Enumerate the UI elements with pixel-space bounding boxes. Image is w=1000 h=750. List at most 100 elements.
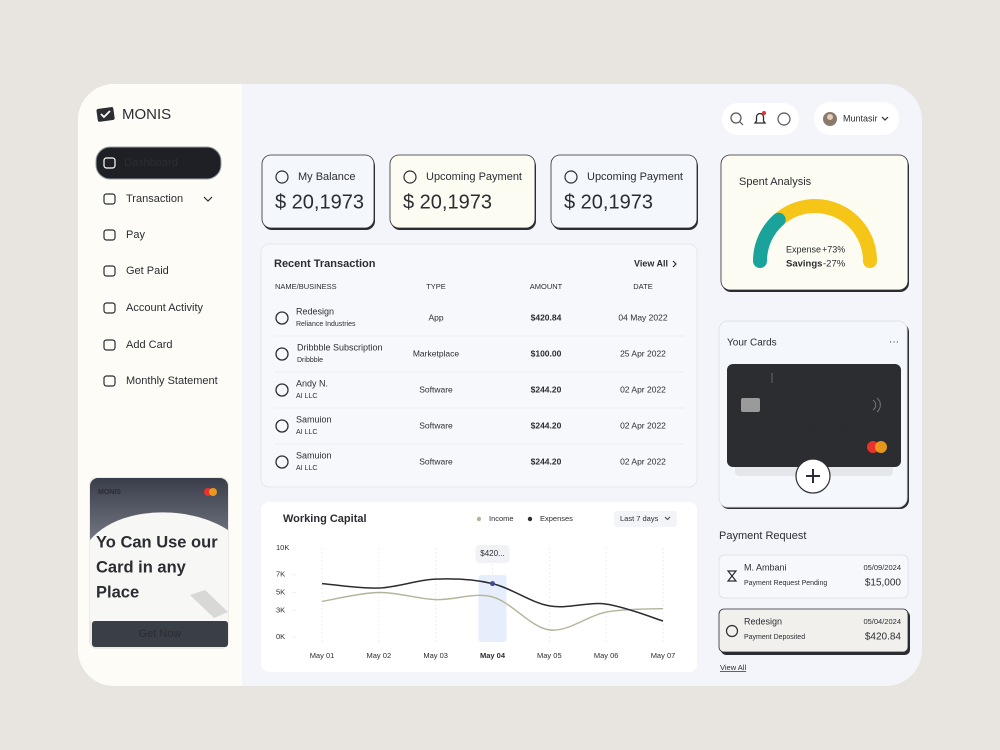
promo-headline: Place xyxy=(96,583,139,601)
payment-item[interactable] xyxy=(718,554,909,599)
row-date: 02 Apr 2022 xyxy=(620,420,666,430)
search-icon[interactable] xyxy=(730,112,742,124)
balance-card xyxy=(261,154,375,229)
x-tick-label: May 02 xyxy=(367,651,392,660)
add-card-plus xyxy=(806,469,820,483)
payment-item[interactable] xyxy=(718,608,909,653)
nav-icon xyxy=(103,265,116,277)
nav-item[interactable]: Add Card xyxy=(126,339,172,351)
balance-label: My Balance xyxy=(298,171,355,183)
nav-item[interactable]: Pay xyxy=(126,229,145,241)
transactions-title: Recent Transaction xyxy=(274,258,376,270)
row-icon xyxy=(275,455,289,469)
nav-icon xyxy=(103,157,116,169)
payment-amount: $15,000 xyxy=(865,578,902,589)
y-tick-label: 7K xyxy=(276,570,285,579)
payments-view-all[interactable]: View All xyxy=(720,663,746,672)
row-name: Dribbble Subscription xyxy=(297,342,383,352)
balance-value: $ 20,1973 xyxy=(275,191,364,213)
user-pill[interactable] xyxy=(814,102,899,135)
range-select[interactable] xyxy=(614,511,677,527)
series-line xyxy=(321,591,664,631)
row-business: Dribbble xyxy=(297,357,323,364)
mc-yellow xyxy=(209,488,217,496)
balance-icon xyxy=(564,170,578,184)
row-amount: $244.20 xyxy=(531,420,562,430)
column-header: AMOUNT xyxy=(530,282,563,291)
icon-pill xyxy=(722,103,799,135)
x-tick-label: May 04 xyxy=(480,651,506,660)
nav-item[interactable]: Dashboard xyxy=(124,157,178,169)
promo-headline: Card in any xyxy=(96,558,187,576)
nav-item[interactable]: Transaction xyxy=(126,193,183,205)
balance-label: Upcoming Payment xyxy=(587,171,683,183)
y-tick-label: 0K xyxy=(276,632,285,641)
chart-title: Working Capital xyxy=(283,513,367,525)
card-bank: BDBL. xyxy=(741,373,765,382)
balance-icon xyxy=(275,170,289,184)
avatar-face xyxy=(827,114,833,120)
row-amount: $244.20 xyxy=(531,384,562,394)
logo-check xyxy=(100,110,111,119)
nav-item[interactable]: Monthly Statement xyxy=(126,375,218,387)
brand-name: MONIS xyxy=(122,106,171,123)
row-type: App xyxy=(428,312,443,322)
balance-card xyxy=(389,154,536,229)
nav-active-bg[interactable] xyxy=(95,146,222,180)
row-amount: $244.20 xyxy=(531,456,562,466)
nav-icon xyxy=(103,302,116,314)
promo-button[interactable] xyxy=(92,621,228,647)
help-icon[interactable] xyxy=(777,112,791,126)
content: MONIS Dashboard Transaction Pay Get Paid Acco… xyxy=(89,102,910,672)
user-name[interactable]: Muntasir xyxy=(843,113,878,123)
balance-value: $ 20,1973 xyxy=(403,191,492,213)
row-date: 02 Apr 2022 xyxy=(620,456,666,466)
promo-button-label[interactable]: Get Now xyxy=(139,628,182,640)
nav-icon xyxy=(103,339,116,351)
legend-dot xyxy=(476,516,482,522)
view-all-chevron xyxy=(672,260,677,268)
card-network: mastercard xyxy=(867,453,887,458)
nav-icon xyxy=(103,229,116,241)
cards-menu: ··· xyxy=(889,337,899,348)
bell-icon[interactable] xyxy=(753,112,767,124)
nav-item[interactable]: Account Activity xyxy=(126,302,204,314)
gauge-savings xyxy=(753,212,786,268)
search-handle xyxy=(739,121,744,126)
balance-icon xyxy=(403,170,417,184)
x-tick-label: May 03 xyxy=(423,651,448,660)
row-icon xyxy=(275,383,289,397)
payment-status: Payment Request Pending xyxy=(744,580,827,587)
payment-amount: $420.84 xyxy=(865,632,902,643)
row-date: 04 May 2022 xyxy=(618,312,667,322)
tooltip-box xyxy=(475,545,510,563)
card-contactless xyxy=(872,397,881,413)
gauge-expense xyxy=(771,199,877,268)
bank-card xyxy=(727,364,901,467)
nav-icon xyxy=(103,375,116,387)
x-tick-label: May 01 xyxy=(310,651,335,660)
deposited-icon xyxy=(725,624,739,638)
row-business: AI LLC xyxy=(296,429,317,436)
cards-title: Your Cards xyxy=(727,338,777,349)
promo-deco xyxy=(190,590,228,618)
y-tick-label: 5K xyxy=(276,587,285,596)
tooltip-text: $420... xyxy=(480,549,504,558)
nav-item[interactable]: Get Paid xyxy=(126,265,169,277)
promo-headline: Yo Can Use our xyxy=(96,533,218,551)
row-business: AI LLC xyxy=(296,393,317,400)
x-tick-label: May 06 xyxy=(594,651,619,660)
range-label[interactable]: Last 7 days xyxy=(620,514,659,523)
balance-card xyxy=(550,154,698,229)
expense-name: Expense xyxy=(786,244,821,254)
row-type: Software xyxy=(419,456,453,466)
payment-date: 05/04/2024 xyxy=(863,617,901,626)
view-all[interactable]: View All xyxy=(634,258,668,268)
payment-status: Payment Deposited xyxy=(744,634,805,641)
row-icon xyxy=(275,311,289,325)
x-tick-label: May 05 xyxy=(537,651,562,660)
row-date: 25 Apr 2022 xyxy=(620,348,666,358)
range-chevron xyxy=(664,516,671,521)
row-amount: $420.84 xyxy=(531,312,562,322)
